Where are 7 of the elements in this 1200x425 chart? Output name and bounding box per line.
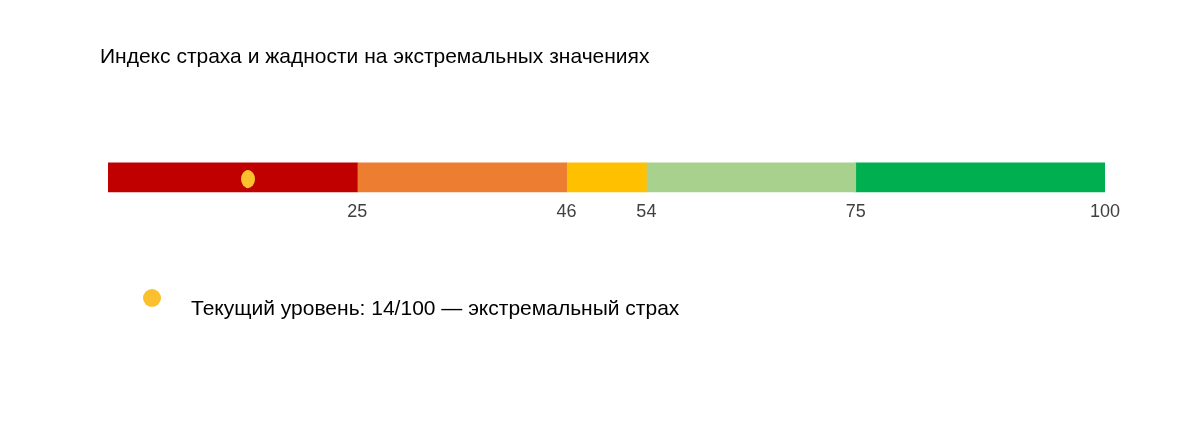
x-tick-label: 46 <box>556 201 577 222</box>
x-tick-label: 54 <box>636 201 657 222</box>
x-tick-label: 25 <box>347 201 368 222</box>
text: Текущий уровень: 14/100 — экстремальный страх <box>191 296 680 320</box>
x-tick-label: 100 <box>1089 201 1121 222</box>
x-tick-label: 75 <box>845 201 866 222</box>
chart-title: Индекс страха и жадности на экстремальных значениях <box>100 44 650 68</box>
